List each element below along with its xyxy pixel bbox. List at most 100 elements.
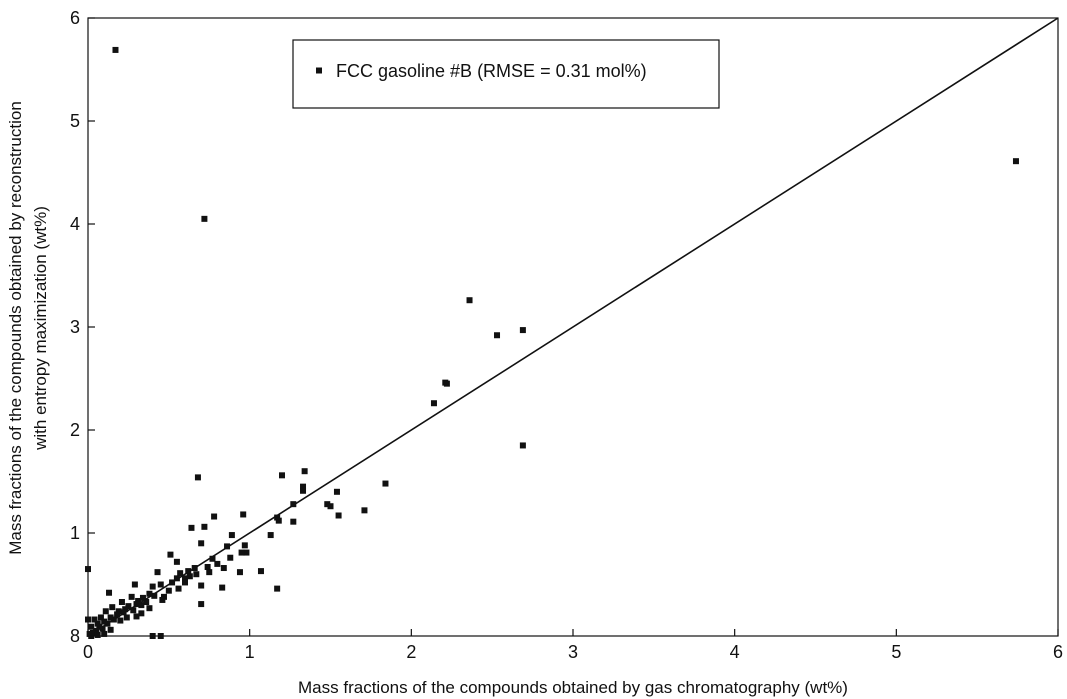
data-point	[159, 596, 166, 603]
data-point	[300, 483, 307, 490]
data-point	[243, 549, 250, 556]
y-tick-label: 8	[70, 626, 80, 646]
data-point	[109, 604, 116, 611]
data-point	[99, 625, 106, 632]
data-point	[118, 599, 125, 606]
data-point	[123, 614, 130, 621]
data-point	[102, 608, 109, 615]
data-point	[94, 620, 101, 627]
data-point	[157, 581, 164, 588]
legend-box	[292, 39, 720, 109]
data-point	[430, 400, 437, 407]
data-point	[267, 532, 274, 539]
data-point	[274, 585, 281, 592]
data-point	[85, 616, 91, 623]
x-tick-label: 6	[1053, 642, 1063, 662]
y-tick-label: 1	[70, 523, 80, 543]
data-point	[94, 631, 101, 638]
data-point	[151, 592, 158, 599]
data-point	[101, 630, 108, 637]
y-tick-label: 6	[70, 8, 80, 28]
data-point	[204, 563, 211, 570]
axis-ticks-layer: 0 1 2 3 4 5 6 8 1 2 3 4 5 6	[70, 8, 1063, 662]
data-point	[175, 585, 182, 592]
data-point	[173, 558, 180, 565]
x-tick-label: 4	[730, 642, 740, 662]
y-tick-label: 5	[70, 111, 80, 131]
data-point	[301, 468, 308, 475]
data-point	[120, 609, 127, 616]
data-point	[107, 626, 114, 633]
data-point	[241, 542, 248, 549]
data-point	[361, 507, 368, 514]
y-axis-title-line-1: Mass fractions of the compounds obtained…	[6, 101, 25, 555]
data-point	[135, 597, 142, 604]
data-point	[138, 602, 145, 609]
data-point	[519, 442, 526, 449]
data-point	[117, 617, 124, 624]
data-point	[115, 608, 122, 615]
data-point	[114, 611, 121, 618]
data-point	[139, 594, 146, 601]
data-point	[274, 514, 281, 521]
data-point	[122, 606, 129, 613]
y-axis-title-line-2: with entropy maximization (wt%)	[31, 206, 50, 451]
data-point	[110, 616, 117, 623]
data-point	[240, 511, 247, 518]
data-point	[96, 623, 103, 630]
x-tick-label: 0	[83, 642, 93, 662]
data-point	[146, 605, 153, 612]
y-tick-label: 3	[70, 317, 80, 337]
data-point	[236, 569, 243, 576]
data-point	[91, 616, 98, 623]
data-point	[131, 581, 138, 588]
data-point	[209, 555, 216, 562]
data-point	[146, 590, 153, 597]
legend-label: FCC gasoline #B (RMSE = 0.31 mol%)	[336, 61, 647, 81]
data-point	[238, 549, 245, 556]
data-point	[206, 569, 213, 576]
data-points-layer	[85, 46, 1019, 639]
data-point	[290, 518, 297, 525]
data-point	[211, 513, 218, 520]
data-point	[382, 480, 389, 487]
data-point	[182, 575, 188, 582]
data-point	[257, 568, 264, 575]
data-point	[88, 623, 95, 630]
data-point	[182, 579, 188, 586]
data-point	[443, 380, 450, 387]
data-point	[112, 46, 119, 53]
legend-marker	[316, 67, 322, 74]
data-point	[173, 575, 180, 582]
data-point	[154, 569, 161, 576]
data-point	[97, 614, 104, 621]
data-point	[224, 543, 231, 550]
data-point	[167, 551, 174, 558]
data-point	[106, 589, 113, 596]
data-point	[149, 633, 156, 639]
data-point	[335, 512, 342, 519]
data-point	[177, 570, 184, 577]
data-point	[227, 554, 234, 561]
data-point	[138, 610, 145, 617]
x-tick-label: 5	[891, 642, 901, 662]
data-point	[194, 474, 201, 481]
data-point	[149, 583, 156, 590]
data-point	[279, 472, 285, 479]
data-point	[101, 618, 108, 625]
parity-line	[87, 17, 1059, 637]
x-axis-title: Mass fractions of the compounds obtained…	[298, 678, 848, 697]
data-point	[104, 620, 111, 627]
data-point	[327, 503, 334, 510]
data-point	[466, 297, 473, 304]
data-point	[494, 332, 501, 339]
data-point	[160, 593, 167, 600]
data-point	[220, 565, 227, 572]
data-point	[143, 599, 150, 606]
data-point	[130, 607, 137, 614]
data-point	[201, 523, 208, 530]
data-point	[333, 488, 340, 495]
data-point	[85, 566, 91, 573]
data-point	[133, 601, 140, 608]
x-tick-label: 1	[245, 642, 255, 662]
